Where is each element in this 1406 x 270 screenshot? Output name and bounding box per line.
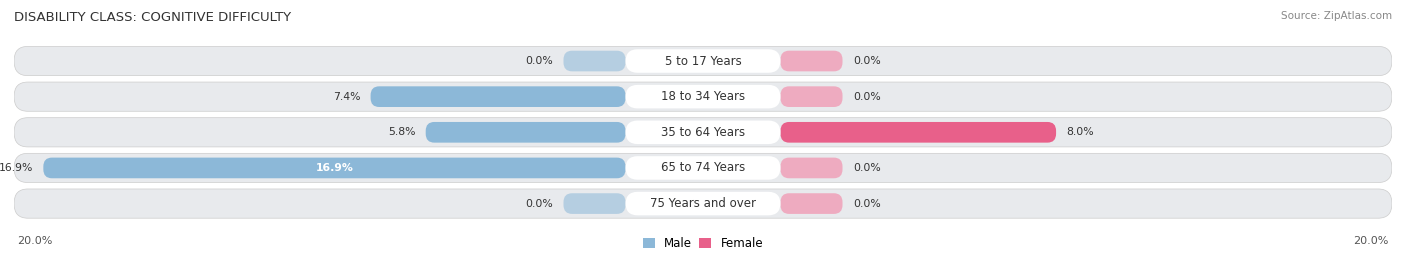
FancyBboxPatch shape (564, 193, 626, 214)
FancyBboxPatch shape (371, 86, 626, 107)
Legend: Male, Female: Male, Female (638, 232, 768, 255)
FancyBboxPatch shape (44, 158, 626, 178)
Text: Source: ZipAtlas.com: Source: ZipAtlas.com (1281, 11, 1392, 21)
FancyBboxPatch shape (780, 51, 842, 71)
FancyBboxPatch shape (626, 49, 780, 73)
Text: 65 to 74 Years: 65 to 74 Years (661, 161, 745, 174)
FancyBboxPatch shape (626, 120, 780, 144)
Text: 7.4%: 7.4% (333, 92, 360, 102)
Text: 5 to 17 Years: 5 to 17 Years (665, 55, 741, 68)
Text: DISABILITY CLASS: COGNITIVE DIFFICULTY: DISABILITY CLASS: COGNITIVE DIFFICULTY (14, 11, 291, 24)
Text: 0.0%: 0.0% (853, 198, 880, 209)
FancyBboxPatch shape (14, 118, 1392, 147)
FancyBboxPatch shape (626, 85, 780, 109)
Text: 16.9%: 16.9% (315, 163, 353, 173)
Text: 16.9%: 16.9% (0, 163, 32, 173)
FancyBboxPatch shape (780, 193, 842, 214)
FancyBboxPatch shape (14, 189, 1392, 218)
Text: 18 to 34 Years: 18 to 34 Years (661, 90, 745, 103)
FancyBboxPatch shape (780, 158, 842, 178)
FancyBboxPatch shape (14, 153, 1392, 183)
Text: 0.0%: 0.0% (526, 56, 553, 66)
FancyBboxPatch shape (426, 122, 626, 143)
FancyBboxPatch shape (626, 192, 780, 215)
FancyBboxPatch shape (626, 156, 780, 180)
Text: 75 Years and over: 75 Years and over (650, 197, 756, 210)
Text: 0.0%: 0.0% (853, 92, 880, 102)
Text: 35 to 64 Years: 35 to 64 Years (661, 126, 745, 139)
FancyBboxPatch shape (14, 46, 1392, 76)
Text: 0.0%: 0.0% (526, 198, 553, 209)
FancyBboxPatch shape (14, 82, 1392, 111)
Text: 8.0%: 8.0% (1066, 127, 1094, 137)
FancyBboxPatch shape (780, 122, 1056, 143)
Text: 5.8%: 5.8% (388, 127, 415, 137)
Text: 20.0%: 20.0% (1353, 236, 1389, 246)
Text: 0.0%: 0.0% (853, 56, 880, 66)
FancyBboxPatch shape (780, 86, 842, 107)
Text: 20.0%: 20.0% (17, 236, 53, 246)
Text: 0.0%: 0.0% (853, 163, 880, 173)
FancyBboxPatch shape (564, 51, 626, 71)
